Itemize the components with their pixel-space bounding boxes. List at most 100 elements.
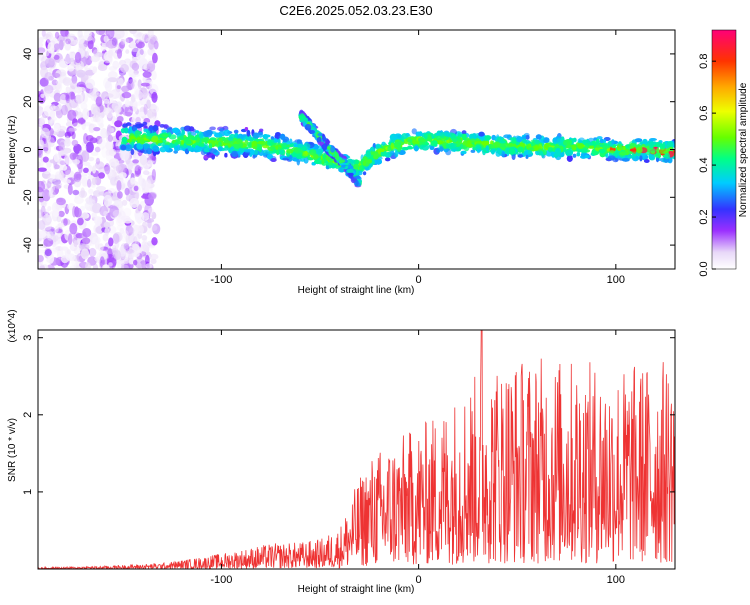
spectrogram-noise-cell [77,117,86,125]
spectrogram-xtick-label: 0 [416,274,422,286]
spectrogram-ridge-cell [493,141,501,148]
spectrogram-noise-cell [56,197,66,206]
spectrogram-ridge-cell [178,146,185,151]
spectrogram-noise-cell [58,143,65,152]
spectrogram-noise-cell [125,233,132,245]
spectrogram-ridge-cell [642,138,648,145]
spectrogram-noise-cell [138,58,148,70]
snr-panel: -100 0 100 1 2 3 Height of straight line (km)… [7,309,676,595]
spectrogram-ridge-cell [469,133,474,140]
spectrogram-noise-cell [102,264,110,269]
spectrogram-noise-cell [129,30,137,35]
spectrogram-ridge-cell [124,127,129,134]
spectrogram-noise-cell [77,30,83,39]
spectrogram-noise-cell [100,127,108,139]
spectrogram-ridge-cell [555,148,560,156]
spectrogram-ridge-cell [528,153,533,157]
spectrogram-noise-cell [114,30,125,39]
spectrogram-noise-cell [112,60,120,69]
spectrogram-ridge-cell [208,143,213,149]
spectrogram-noise-cell [99,205,108,217]
spectrogram-ridge-cell [411,128,417,135]
spectrogram-noise-cell [100,91,109,101]
spectrogram-noise-cell [51,101,59,106]
spectrogram-noise-cell [69,152,77,160]
spectrogram-noise-cell [104,227,110,237]
spectrogram-noise-cell [122,37,130,45]
spectrogram-noise-cell [38,50,45,61]
spectrogram-noise-cell [80,248,90,260]
spectrogram-noise-cell [153,40,159,50]
spectrogram-ridge-cell [183,125,192,132]
spectrogram-ridge-cell [577,142,585,149]
spectrogram-noise-cell [83,133,89,145]
spectrogram-noise-cell [66,249,72,255]
spectrogram-ridge-cell [401,147,409,151]
spectrogram-noise-cell [82,237,91,245]
spectrogram-noise-cell [146,63,154,70]
spectrogram-noise-cell [101,206,107,216]
spectrogram-noise-cell [64,170,75,179]
spectrogram-noise-cell [38,167,47,172]
spectrogram-ridge-cell [666,141,674,148]
spectrogram-ridge-cell [144,125,148,129]
spectrogram-ridge-cell [120,144,127,151]
spectrogram-noise-cell [129,41,136,48]
spectrogram-noise-cell [134,212,145,224]
spectrogram-ridge-cell [236,138,243,144]
spectrogram-ridge-cell [648,153,655,160]
spectrogram-noise-cell [104,163,111,175]
spectrogram-noise-cell [71,139,79,147]
spectrogram-noise-cell [43,225,52,231]
spectrogram-noise-cell [115,250,121,260]
spectrogram-ridge-cell [439,146,444,152]
spectrogram-noise-cell [49,110,56,119]
spectrogram-ridge-cell [279,133,286,140]
spectrogram-noise-cell [53,92,62,103]
spectrogram-noise-cell [98,172,105,179]
spectrogram-ridge-cell [244,127,249,131]
spectrogram-noise-cell [54,31,60,39]
spectrogram-ridge-cell [257,141,265,145]
spectrogram-noise-cell [105,107,114,119]
spectrogram-noise-cell [134,165,142,175]
spectrogram-noise-cell [138,174,143,186]
spectrogram-noise-cell [106,40,116,49]
spectrogram-noise-cell [95,96,103,107]
spectrogram-noise-cell [105,140,114,151]
spectrogram-noise-cell [53,181,62,188]
snr-ytick-label: 2 [22,412,34,418]
spectrogram-noise-cell [146,160,153,167]
spectrogram-noise-cell [63,218,68,226]
spectrogram-noise-cell [92,106,101,116]
spectrogram-ridge-cell [484,135,492,141]
spectrogram-ridge-cell [596,136,603,140]
spectrogram-noise-cell [108,90,116,99]
spectrogram-ridge-cell [525,154,529,159]
spectrogram-ridge-cell [629,142,637,148]
spectrogram-noise-cell [85,78,96,90]
spectrogram-noise-cell [39,264,45,269]
spectrogram-noise-cell [43,85,50,97]
spectrogram-noise-cell [38,47,46,54]
spectrogram-branch-cell [347,172,354,177]
spectrogram-ridge-cell [449,142,457,148]
spectrogram-ridge-cell [419,138,426,143]
spectrogram-noise-cell [129,234,138,245]
spectrogram-ridge-cell [626,155,634,159]
spectrogram-ridge-cell [599,138,604,144]
spectrogram-noise-cell [121,91,132,99]
spectrogram-ridge-cell [426,137,433,142]
spectrogram-ridge-cell [201,138,208,143]
spectrogram-ridge-cell [124,144,133,152]
spectrogram-noise-cell [103,98,110,104]
spectrogram-noise-cell [116,163,126,175]
spectrogram-ridge-cell [164,145,170,152]
spectrogram-noise-cell [125,49,130,54]
spectrogram-noise-cell [75,60,81,73]
spectrogram-ytick-label: 20 [22,96,34,108]
spectrogram-ridge-cell [286,148,294,154]
spectrogram-branch-cell [317,133,323,137]
spectrogram-ridge-cell [375,143,381,149]
